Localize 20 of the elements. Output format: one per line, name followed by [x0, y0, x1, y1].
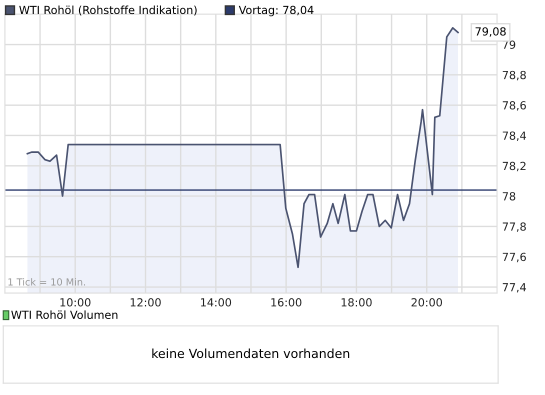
y-tick-label: 78 [502, 192, 516, 200]
x-tick-label: 12:00 [130, 298, 161, 307]
x-tick-label: 16:00 [271, 298, 302, 307]
x-tick-label: 20:00 [412, 298, 442, 307]
text: WTI Rohöl Volumen [11, 310, 118, 319]
legend-label: Vortag: 78,04 [238, 6, 314, 16]
legend-label: WTI Rohöl (Rohstoffe Indikation) [19, 6, 197, 16]
y-tick-label: 78,6 [502, 101, 526, 111]
y-tick-label: 78,2 [502, 162, 526, 172]
y-tick-label: 77,6 [502, 252, 526, 262]
x-tick-label: 18:00 [342, 298, 372, 307]
y-tick-label: 77,8 [502, 222, 526, 232]
annotation: 79,08 [476, 27, 506, 37]
x-tick-label: 14:00 [201, 298, 232, 307]
text: keine Volumendaten vorhanden [152, 348, 350, 358]
y-tick-label: 78,4 [502, 131, 526, 141]
x-tick-label: 10:00 [60, 298, 90, 307]
annotation: 1 Tick = 10 Min. [8, 278, 86, 286]
y-tick-label: 77,4 [502, 283, 526, 293]
y-tick-label: 78,8 [502, 70, 526, 80]
